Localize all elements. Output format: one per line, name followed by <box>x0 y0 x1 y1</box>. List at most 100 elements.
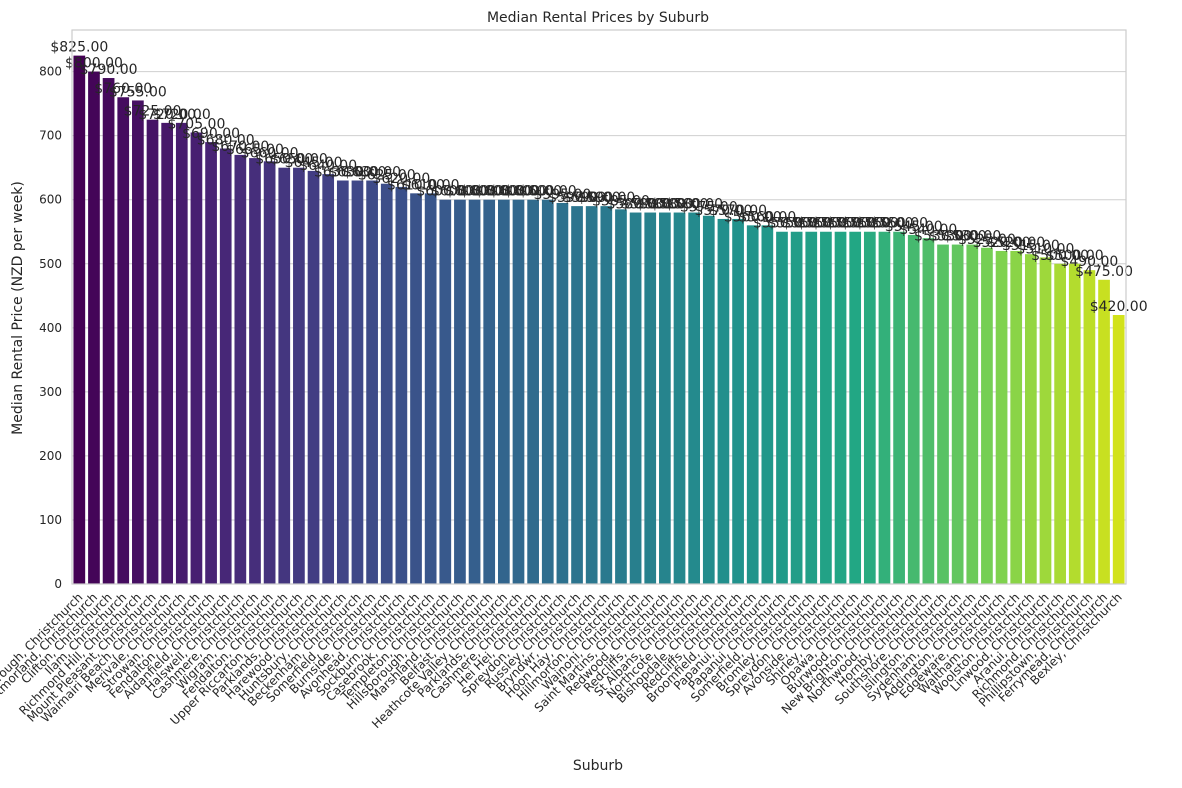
data-label: $620.00 <box>372 171 430 187</box>
bar <box>234 154 247 584</box>
y-tick-label: 800 <box>39 65 62 79</box>
bar <box>410 193 422 584</box>
data-label: $530.00 <box>914 229 972 245</box>
data-label: $515.00 <box>1002 238 1060 254</box>
bar <box>497 199 510 585</box>
bar <box>1054 263 1066 584</box>
bar <box>1039 257 1052 584</box>
data-label: $630.00 <box>329 165 387 181</box>
data-label: $705.00 <box>167 116 225 132</box>
data-label: $525.00 <box>958 232 1016 248</box>
data-label: $585.00 <box>592 193 650 209</box>
data-label: $550.00 <box>826 216 884 232</box>
bar <box>673 212 686 584</box>
bar <box>351 180 364 584</box>
bar <box>527 199 539 585</box>
data-label: $580.00 <box>636 197 694 213</box>
y-axis-label: Median Rental Price (NZD per week) <box>10 181 26 435</box>
data-label: $550.00 <box>841 216 899 232</box>
data-label: $600.00 <box>519 184 577 200</box>
bar <box>629 212 642 584</box>
data-label: $630.00 <box>343 165 401 181</box>
bar <box>1024 254 1037 584</box>
data-label: $545.00 <box>885 219 943 235</box>
bar <box>951 244 964 584</box>
bar <box>937 244 949 584</box>
data-label: $530.00 <box>929 229 987 245</box>
data-label: $590.00 <box>563 190 621 206</box>
data-label: $650.00 <box>255 152 313 168</box>
bar <box>439 199 452 585</box>
bar <box>981 247 993 584</box>
data-label: $610.00 <box>387 177 445 193</box>
plot-frame <box>71 29 1127 585</box>
bar <box>366 180 378 584</box>
bar <box>790 231 803 584</box>
data-label: $600.00 <box>460 184 518 200</box>
bar <box>761 225 774 584</box>
y-tick-label: 200 <box>39 449 62 463</box>
data-label: $680.00 <box>197 132 255 148</box>
data-label: $475.00 <box>1075 264 1133 280</box>
data-label: $590.00 <box>577 190 635 206</box>
bar <box>615 209 627 585</box>
bar <box>995 250 1008 584</box>
bar <box>454 199 466 585</box>
bar <box>483 199 496 585</box>
bar <box>893 231 905 584</box>
data-label: $650.00 <box>270 152 328 168</box>
bar <box>1112 315 1125 584</box>
bar <box>278 167 291 585</box>
y-tick-label: 100 <box>39 513 62 527</box>
bar <box>190 132 203 584</box>
data-label: $610.00 <box>402 177 460 193</box>
bar <box>746 225 759 584</box>
bar <box>776 231 788 584</box>
data-label: $760.00 <box>94 81 152 97</box>
data-label: $500.00 <box>1046 248 1104 264</box>
data-label: $600.00 <box>475 184 533 200</box>
data-label: $560.00 <box>738 209 796 225</box>
data-label: $580.00 <box>621 197 679 213</box>
bar <box>395 186 408 584</box>
bar <box>556 202 569 584</box>
bar <box>293 167 305 585</box>
data-label: $825.00 <box>50 40 108 56</box>
data-label: $600.00 <box>504 184 562 200</box>
data-label: $600.00 <box>431 184 489 200</box>
y-tick-label: 700 <box>39 129 62 143</box>
bar <box>263 161 276 584</box>
bar <box>88 71 100 584</box>
data-label: $580.00 <box>665 197 723 213</box>
bar <box>878 231 891 584</box>
bar <box>1010 250 1023 584</box>
bar <box>117 97 130 584</box>
data-label: $755.00 <box>109 84 167 100</box>
y-tick-label: 500 <box>39 257 62 271</box>
bar <box>146 119 159 585</box>
y-tick-label: 600 <box>39 193 62 207</box>
data-label: $540.00 <box>899 222 957 238</box>
x-axis-label: Suburb <box>573 758 623 774</box>
data-label: $550.00 <box>870 216 928 232</box>
data-label: $570.00 <box>694 203 752 219</box>
data-label: $590.00 <box>548 190 606 206</box>
data-label: $670.00 <box>211 139 269 155</box>
bar <box>585 206 598 584</box>
bar <box>659 212 671 584</box>
gridlines <box>72 71 1126 585</box>
data-label: $560.00 <box>724 209 782 225</box>
bar <box>307 170 320 584</box>
data-label: $420.00 <box>1090 299 1148 315</box>
data-label: $600.00 <box>416 184 474 200</box>
bar <box>849 231 862 584</box>
chart-title: Median Rental Prices by Suburb <box>487 10 709 26</box>
bar <box>380 183 393 584</box>
bar <box>102 78 115 585</box>
bar <box>1068 263 1081 584</box>
data-label: $600.00 <box>446 184 504 200</box>
data-label: $580.00 <box>651 197 709 213</box>
